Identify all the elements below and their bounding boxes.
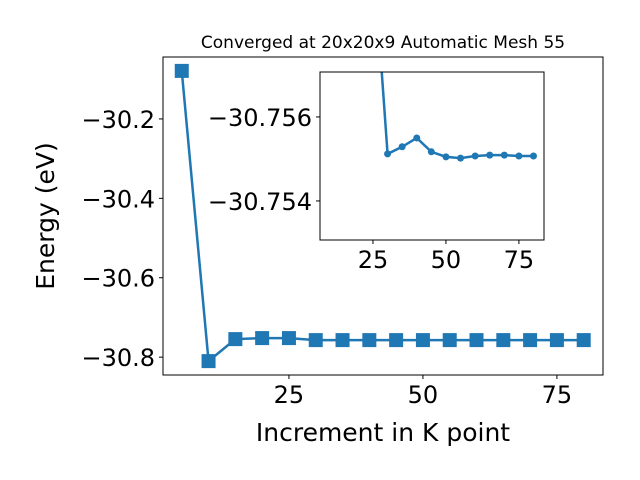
marker bbox=[442, 153, 450, 161]
plot-content bbox=[174, 63, 591, 369]
axes-frame bbox=[319, 71, 545, 241]
marker bbox=[486, 151, 494, 159]
x-tick-label: 50 bbox=[408, 381, 439, 409]
marker bbox=[529, 152, 537, 160]
marker bbox=[398, 143, 406, 151]
x-tick-label: 25 bbox=[274, 381, 305, 409]
marker bbox=[415, 333, 430, 348]
marker bbox=[335, 333, 350, 348]
x-tick-label: 75 bbox=[504, 246, 535, 274]
marker bbox=[549, 333, 564, 348]
marker bbox=[515, 152, 523, 160]
x-tick-label: 75 bbox=[542, 381, 573, 409]
marker bbox=[496, 333, 511, 348]
x-tick-label: 25 bbox=[358, 246, 389, 274]
marker bbox=[201, 354, 216, 369]
marker bbox=[362, 333, 377, 348]
marker bbox=[457, 154, 465, 162]
y-tick-label: −30.2 bbox=[81, 106, 155, 134]
marker bbox=[500, 151, 508, 159]
marker bbox=[389, 333, 404, 348]
marker bbox=[523, 333, 538, 348]
x-axis-label: Increment in K point bbox=[256, 418, 510, 447]
marker bbox=[384, 150, 392, 158]
marker bbox=[469, 333, 484, 348]
marker bbox=[427, 148, 435, 156]
series-line bbox=[180, 70, 584, 364]
marker bbox=[576, 333, 591, 348]
marker bbox=[442, 333, 457, 348]
axes-frame bbox=[162, 56, 604, 376]
y-axis-label: Energy (eV) bbox=[31, 142, 60, 289]
marker bbox=[174, 63, 189, 78]
marker bbox=[228, 332, 243, 347]
x-tick-label: 50 bbox=[431, 246, 462, 274]
marker bbox=[308, 333, 323, 348]
marker bbox=[281, 331, 296, 346]
chart-title: Converged at 20x20x9 Automatic Mesh 55 bbox=[201, 33, 565, 53]
y-tick-label: −30.8 bbox=[81, 344, 155, 372]
y-tick-label: −30.4 bbox=[81, 185, 155, 213]
marker bbox=[471, 152, 479, 160]
marker bbox=[255, 331, 270, 346]
marker bbox=[413, 134, 421, 142]
y-tick-label: −30.6 bbox=[81, 265, 155, 293]
plot-content bbox=[380, 72, 537, 162]
y-tick-label: −30.754 bbox=[208, 188, 312, 216]
y-tick-label: −30.756 bbox=[208, 104, 312, 132]
